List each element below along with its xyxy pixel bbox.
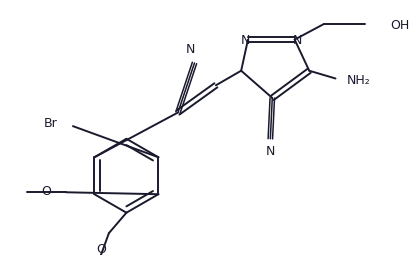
- Text: Br: Br: [43, 117, 57, 130]
- Text: N: N: [265, 145, 274, 158]
- Text: OH: OH: [389, 20, 408, 32]
- Text: N: N: [292, 34, 301, 47]
- Text: NH₂: NH₂: [346, 74, 370, 87]
- Text: O: O: [42, 185, 52, 198]
- Text: N: N: [240, 34, 249, 47]
- Text: O: O: [96, 243, 106, 256]
- Text: N: N: [185, 43, 195, 56]
